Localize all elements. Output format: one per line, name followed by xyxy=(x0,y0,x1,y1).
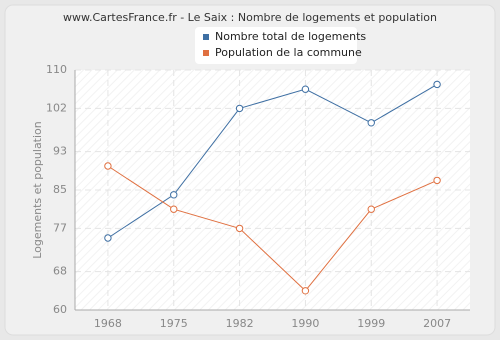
y-tick-label: 102 xyxy=(46,101,67,114)
point xyxy=(301,287,310,295)
y-tick-label: 77 xyxy=(53,221,67,234)
point xyxy=(301,85,310,93)
legend-label: Nombre total de logements xyxy=(215,30,366,43)
point xyxy=(433,80,441,89)
chart-title: www.CartesFrance.fr - Le Saix : Nombre d… xyxy=(63,11,437,24)
y-tick-label: 85 xyxy=(53,183,67,196)
point xyxy=(367,205,375,213)
point xyxy=(235,104,244,113)
y-tick-label: 68 xyxy=(53,265,67,278)
legend-swatch xyxy=(203,34,209,40)
legend-box xyxy=(195,27,357,64)
point xyxy=(235,224,244,233)
x-tick-label: 1982 xyxy=(226,317,254,330)
point xyxy=(433,176,441,185)
legend-swatch xyxy=(203,50,209,56)
y-tick-label: 110 xyxy=(46,63,67,76)
point xyxy=(367,119,375,127)
x-tick-label: 2007 xyxy=(423,317,451,330)
series-line xyxy=(107,165,438,292)
x-tick-label: 1999 xyxy=(357,317,385,330)
point xyxy=(170,191,178,199)
x-tick-label: 1968 xyxy=(94,317,122,330)
legend-label: Population de la commune xyxy=(215,46,362,59)
x-tick-label: 1990 xyxy=(291,317,319,330)
y-tick-label: 93 xyxy=(53,145,67,158)
y-axis-label: Logements et population xyxy=(31,121,44,259)
y-tick-label: 60 xyxy=(53,303,67,316)
point xyxy=(104,234,112,242)
x-tick-label: 1975 xyxy=(160,317,188,330)
point xyxy=(104,162,112,170)
point xyxy=(170,205,178,213)
